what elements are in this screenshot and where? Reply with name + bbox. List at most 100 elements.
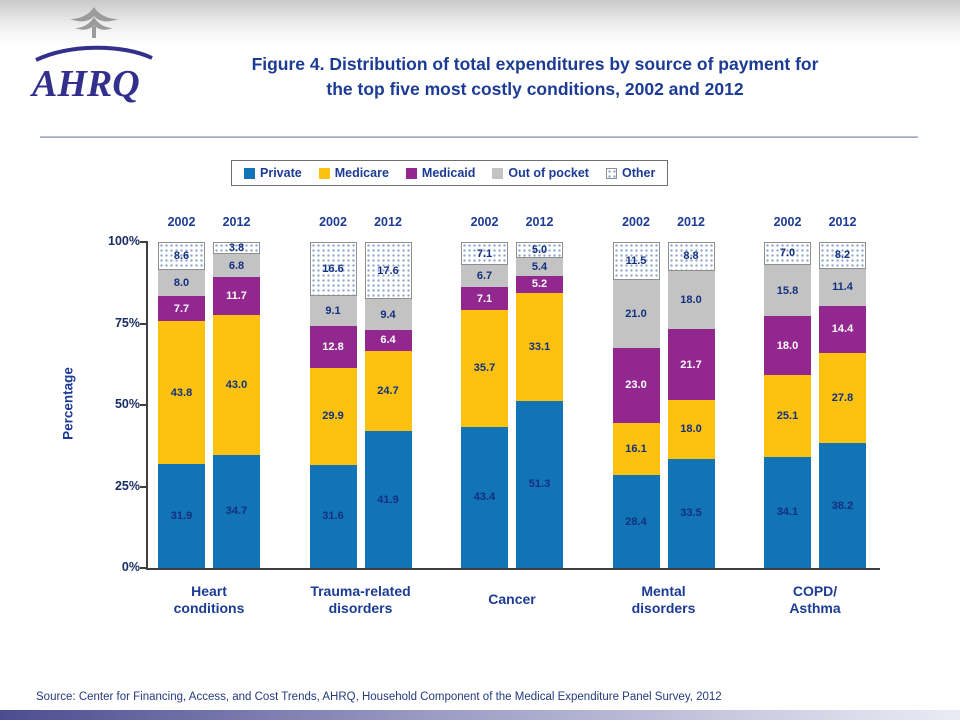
segment-value: 7.7 — [173, 302, 190, 315]
segment-private: 38.2 — [819, 443, 866, 568]
segment-value: 7.0 — [779, 247, 796, 260]
figure-title-line1: Figure 4. Distribution of total expendit… — [251, 54, 819, 74]
segment-value: 27.8 — [831, 392, 854, 405]
segment-other: 7.0 — [764, 242, 811, 265]
category-label-line: Asthma — [789, 600, 841, 616]
legend-swatch-private — [244, 167, 255, 179]
y-tick-label: 0% — [121, 560, 140, 574]
y-tick-mark — [140, 404, 146, 406]
segment-value: 3.8 — [228, 242, 245, 255]
segment-value: 51.3 — [528, 478, 551, 491]
category-label: Mental disorders — [576, 580, 751, 620]
segment-value: 8.6 — [173, 250, 190, 263]
legend-item-private: Private — [244, 166, 302, 180]
category-label: COPD/Asthma — [728, 580, 903, 620]
category-label-line: disorders — [631, 600, 696, 616]
year-label: 2012 — [222, 215, 251, 229]
y-tick-label: 50% — [114, 397, 140, 411]
segment-value: 18.0 — [680, 423, 702, 436]
category-label-line: Trauma-related — [310, 582, 411, 599]
legend-swatch-out-of-pocket — [492, 167, 504, 179]
year-label: 2012 — [525, 215, 554, 229]
segment-value: 25.1 — [776, 409, 799, 422]
legend-label: Out of pocket — [508, 166, 589, 180]
figure-title-line2: the top five most costly conditions, 200… — [326, 79, 744, 100]
segment-value: 9.4 — [380, 308, 396, 321]
stacked-bar-2012: 34.7 43.0 11.7 6.8 3.8 — [213, 242, 260, 568]
chart-legend: Private Medicare Medicaid Out of pocket Othe… — [231, 160, 669, 186]
segment-medicaid: 21.7 — [667, 329, 715, 401]
segment-other: 3.8 — [213, 242, 260, 255]
bottom-accent-bar — [0, 710, 960, 720]
segment-private: 28.4 — [612, 475, 660, 568]
segment-value: 8.2 — [834, 249, 851, 262]
legend-swatch-medicaid — [405, 167, 417, 179]
segment-value: 7.1 — [476, 292, 493, 305]
y-tick-label: 75% — [114, 315, 140, 330]
plot-area: 2002 31.9 43.8 7.7 8.0 8.6 2012 34.7 43.0 11.7 6.8… — [148, 215, 876, 616]
category-label-line: Heart — [191, 582, 227, 599]
legend-item-medicaid: Medicaid — [405, 166, 476, 180]
category-label: Heart conditions — [122, 580, 297, 620]
legend-label: Medicaid — [421, 166, 476, 180]
segment-out-of-pocket: 6.8 — [213, 254, 260, 277]
segment-private: 41.9 — [364, 431, 412, 568]
segment-other: 11.5 — [612, 242, 660, 280]
segment-value: 35.7 — [473, 362, 496, 375]
segment-value: 21.7 — [680, 358, 702, 371]
segment-out-of-pocket: 18.0 — [667, 270, 715, 330]
stacked-bar-2002: 31.6 29.9 12.8 9.1 16.6 — [309, 242, 357, 568]
segment-private: 51.3 — [516, 400, 563, 568]
segment-out-of-pocket: 11.4 — [819, 268, 866, 306]
legend-swatch-medicare — [318, 167, 330, 179]
y-axis-line — [146, 241, 148, 570]
bar-group-heart-conditions: 2002 31.9 43.8 7.7 8.0 8.6 2012 34.7 43.0 11.7 6.8… — [158, 215, 260, 616]
ahrq-logo: AHRQ — [28, 4, 160, 112]
bar-column-2002: 2002 31.9 43.8 7.7 8.0 8.6 — [158, 215, 205, 568]
bar-group-cancer: 2002 43.4 35.7 7.1 6.7 7.1 2012 51.3 33.1 5.2 5.4 5… — [461, 215, 563, 607]
segment-value: 18.0 — [776, 339, 799, 352]
stacked-bar-2002: 43.4 35.7 7.1 6.7 7.1 — [461, 242, 508, 568]
segment-value: 43.8 — [170, 386, 193, 399]
y-tick-label: 25% — [114, 478, 140, 493]
segment-medicaid: 12.8 — [309, 325, 357, 368]
segment-value: 7.1 — [476, 247, 493, 260]
segment-medicaid: 7.7 — [158, 296, 205, 322]
category-label: Trauma-related disorders — [273, 580, 448, 620]
bar-column-2012: 2012 51.3 33.1 5.2 5.4 5.0 — [516, 215, 563, 568]
segment-medicaid: 7.1 — [461, 287, 508, 311]
bar-group-mental-disorders: 2002 28.4 16.1 23.0 21.0 11.5 2012 33.5 18.0 21.7… — [612, 215, 715, 616]
year-label: 2012 — [828, 215, 857, 229]
segment-value: 43.4 — [473, 491, 496, 504]
year-label: 2002 — [167, 215, 196, 229]
segment-private: 34.1 — [764, 456, 811, 568]
segment-medicaid: 6.4 — [364, 330, 412, 351]
bar-column-2002: 2002 28.4 16.1 23.0 21.0 11.5 — [612, 215, 660, 568]
stacked-bar-2002: 28.4 16.1 23.0 21.0 11.5 — [612, 242, 660, 568]
category-label-line: disorders — [328, 600, 393, 616]
segment-value: 34.7 — [225, 505, 248, 518]
segment-medicare: 25.1 — [764, 375, 811, 457]
segment-value: 33.5 — [680, 507, 702, 520]
bar-column-2012: 2012 33.5 18.0 21.7 18.0 8.8 — [667, 215, 715, 568]
segment-value: 11.5 — [625, 254, 647, 267]
y-tick-mark — [140, 241, 146, 243]
segment-medicare: 24.7 — [364, 350, 412, 432]
stacked-bar-2002: 31.9 43.8 7.7 8.0 8.6 — [158, 242, 205, 568]
segment-private: 33.5 — [667, 458, 715, 568]
legend-label: Other — [621, 166, 656, 180]
segment-value: 23.0 — [625, 379, 647, 392]
y-tick-mark — [140, 567, 146, 569]
year-label: 2002 — [622, 215, 650, 229]
segment-other: 17.6 — [364, 242, 412, 300]
segment-medicare: 33.1 — [516, 292, 563, 401]
segment-value: 29.9 — [322, 410, 344, 423]
source-note: Source: Center for Financing, Access, an… — [36, 691, 722, 703]
segment-medicaid: 11.7 — [213, 276, 260, 315]
segment-medicare: 43.0 — [213, 314, 260, 455]
legend-item-other: Other — [605, 166, 656, 180]
legend-label: Medicare — [334, 166, 389, 180]
category-label: Cancer — [425, 580, 600, 620]
segment-private: 31.6 — [309, 464, 357, 568]
bar-group-copd-asthma: 2002 34.1 25.1 18.0 15.8 7.0 2012 38.2 27.8 14.4 1… — [764, 215, 866, 616]
